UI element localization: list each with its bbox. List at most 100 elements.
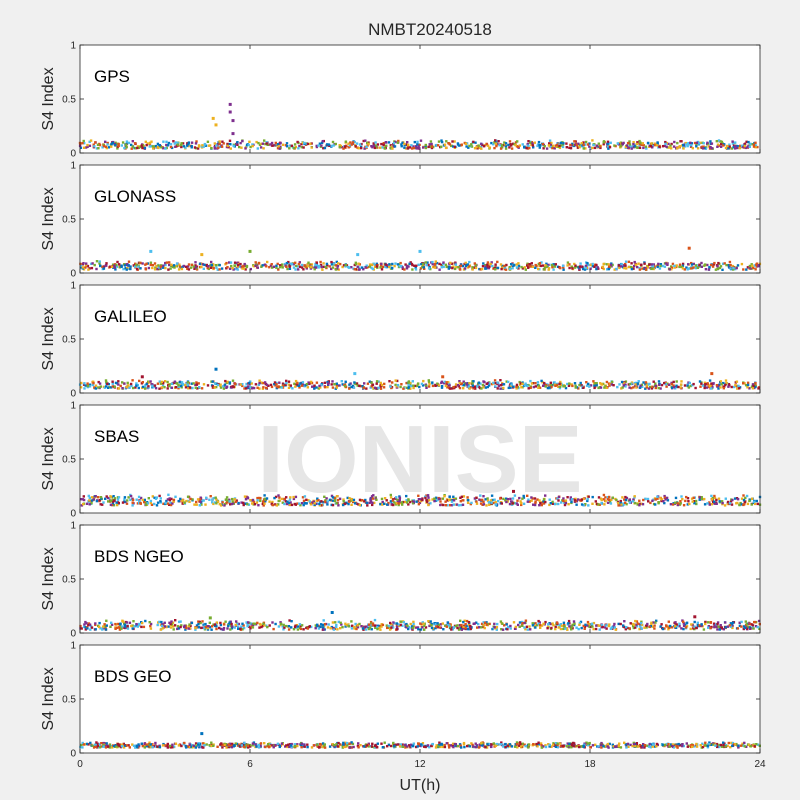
data-point — [434, 499, 438, 502]
data-point — [647, 500, 650, 503]
data-point — [194, 628, 197, 631]
data-point — [301, 141, 304, 144]
data-point — [728, 260, 732, 264]
data-point — [327, 381, 330, 385]
panel-label: GALILEO — [94, 307, 167, 326]
data-point — [170, 620, 173, 623]
data-point — [316, 497, 319, 500]
data-point — [220, 504, 223, 507]
data-point — [429, 502, 432, 505]
data-point — [478, 498, 481, 501]
data-point — [673, 140, 676, 144]
data-point — [754, 141, 757, 144]
data-point — [181, 382, 185, 386]
data-point — [212, 502, 215, 506]
data-point — [187, 627, 190, 630]
data-point — [399, 385, 402, 389]
data-point — [660, 383, 664, 387]
data-point — [174, 141, 178, 144]
data-point — [641, 385, 644, 388]
data-point — [145, 382, 148, 386]
data-point — [392, 621, 395, 624]
data-point — [638, 627, 641, 631]
data-point — [287, 380, 291, 383]
data-point — [443, 143, 447, 146]
data-point — [536, 624, 539, 627]
data-point — [177, 387, 180, 390]
data-point — [570, 383, 573, 386]
data-point — [424, 146, 428, 150]
data-point — [494, 503, 498, 506]
data-point — [726, 744, 729, 748]
data-point — [585, 741, 588, 744]
data-point — [436, 626, 439, 629]
data-point — [292, 497, 296, 501]
data-point — [743, 382, 746, 385]
data-point — [230, 622, 233, 626]
data-point — [131, 498, 135, 502]
data-point — [147, 380, 150, 383]
data-point — [94, 384, 98, 387]
data-point — [125, 268, 128, 271]
data-point — [622, 382, 626, 385]
data-point — [302, 146, 305, 149]
data-point — [143, 146, 147, 150]
data-point — [745, 140, 748, 143]
data-point — [305, 383, 309, 386]
data-point — [630, 262, 633, 265]
data-point — [302, 499, 306, 502]
data-point — [288, 503, 292, 506]
data-point — [695, 141, 699, 144]
data-point — [466, 625, 469, 628]
data-point — [131, 145, 134, 148]
data-point — [80, 504, 84, 507]
data-point — [431, 384, 435, 388]
data-point — [546, 625, 550, 629]
data-point — [313, 384, 316, 387]
data-point — [228, 621, 231, 624]
data-point — [103, 625, 106, 628]
data-point — [724, 621, 727, 624]
data-point — [228, 139, 232, 142]
data-point — [105, 624, 108, 627]
data-point — [467, 146, 470, 149]
data-point — [629, 743, 632, 747]
data-point — [230, 502, 234, 506]
data-point — [336, 267, 339, 270]
data-point — [288, 264, 292, 267]
data-point — [228, 382, 231, 385]
data-point — [516, 503, 519, 506]
data-point — [681, 144, 685, 147]
data-point — [330, 144, 333, 148]
data-point — [490, 141, 493, 145]
data-point — [193, 146, 197, 149]
data-point — [194, 266, 198, 269]
data-point — [442, 261, 445, 264]
data-point — [501, 622, 504, 625]
data-point — [503, 267, 506, 271]
data-point — [587, 382, 590, 386]
data-point — [303, 495, 307, 498]
data-point — [184, 383, 187, 387]
data-point — [219, 386, 223, 389]
data-point — [595, 624, 598, 627]
data-point — [522, 502, 526, 505]
data-point — [408, 383, 412, 387]
data-points — [78, 367, 761, 390]
data-point — [307, 499, 310, 502]
data-point — [379, 381, 382, 385]
data-point — [187, 144, 190, 148]
data-point — [728, 143, 731, 146]
data-point — [277, 268, 280, 271]
data-point — [521, 624, 524, 627]
data-point — [114, 627, 117, 630]
data-point — [192, 382, 195, 385]
data-point — [427, 503, 430, 507]
data-point — [125, 385, 128, 389]
data-point — [121, 387, 124, 390]
data-point — [122, 267, 125, 271]
data-point — [404, 263, 407, 266]
data-point — [209, 495, 212, 498]
data-point — [92, 143, 95, 146]
data-point — [670, 626, 674, 629]
